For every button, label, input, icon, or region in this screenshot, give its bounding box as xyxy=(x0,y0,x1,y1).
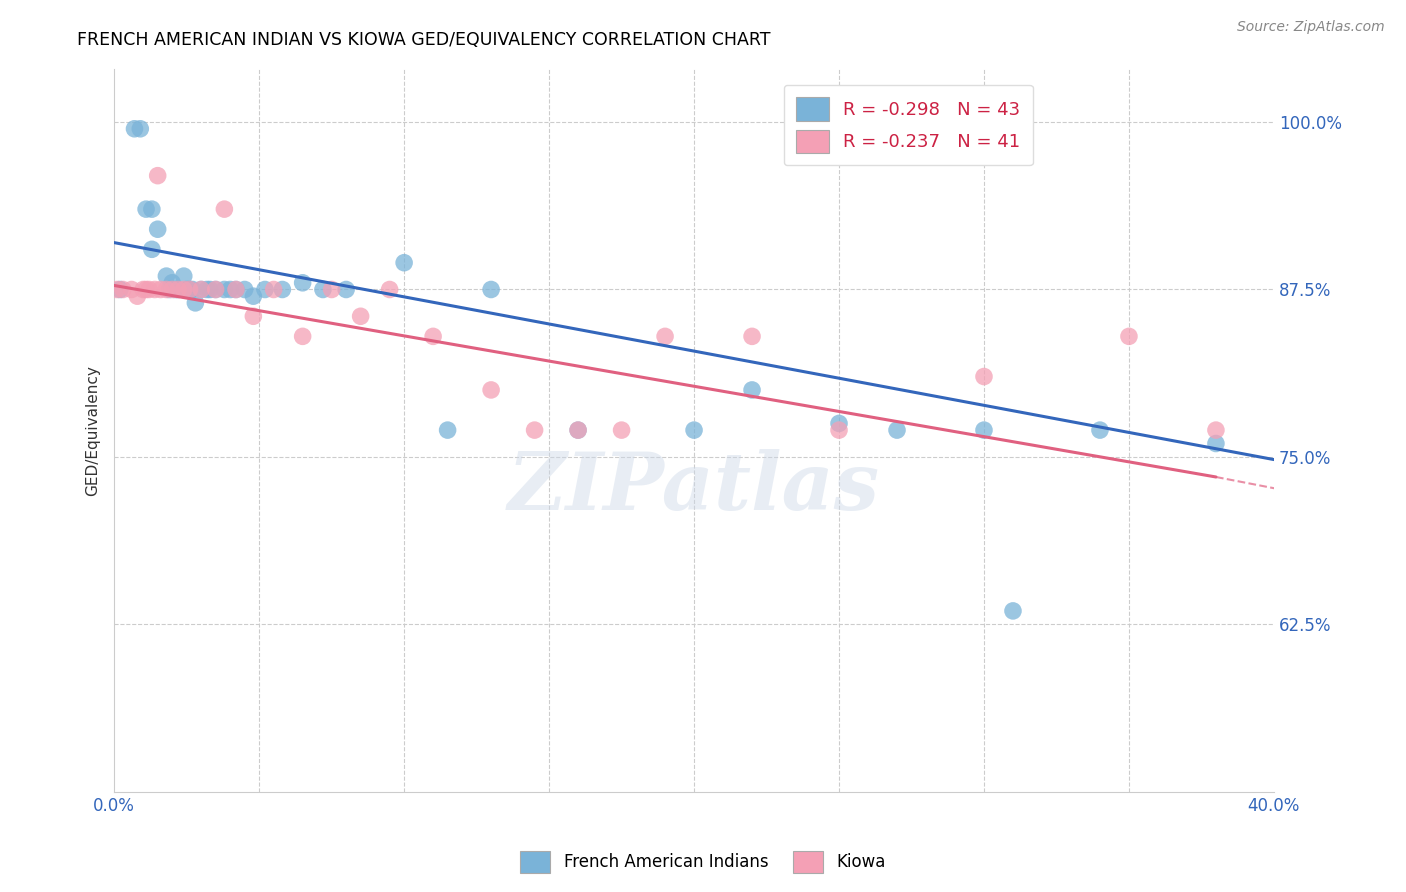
Point xyxy=(654,329,676,343)
Point xyxy=(1088,423,1111,437)
Point xyxy=(167,283,190,297)
Point xyxy=(1001,604,1024,618)
Point xyxy=(886,423,908,437)
Point xyxy=(523,423,546,437)
Point xyxy=(179,283,201,297)
Point xyxy=(157,283,180,297)
Point xyxy=(378,283,401,297)
Point xyxy=(204,283,226,297)
Point xyxy=(242,310,264,324)
Point xyxy=(253,283,276,297)
Point xyxy=(198,283,221,297)
Y-axis label: GED/Equivalency: GED/Equivalency xyxy=(86,365,100,496)
Point xyxy=(176,283,198,297)
Point xyxy=(135,202,157,216)
Point xyxy=(683,423,706,437)
Point xyxy=(181,283,204,297)
Point xyxy=(135,283,157,297)
Point xyxy=(155,283,177,297)
Point xyxy=(1205,436,1227,450)
Point xyxy=(184,296,207,310)
Point xyxy=(271,283,294,297)
Legend: R = -0.298   N = 43, R = -0.237   N = 41: R = -0.298 N = 43, R = -0.237 N = 41 xyxy=(783,85,1033,166)
Point xyxy=(242,289,264,303)
Point xyxy=(132,283,155,297)
Point xyxy=(828,417,851,431)
Point xyxy=(392,256,415,270)
Point xyxy=(173,269,195,284)
Point xyxy=(335,283,357,297)
Point xyxy=(214,283,236,297)
Point xyxy=(138,283,160,297)
Point xyxy=(155,269,177,284)
Point xyxy=(108,283,131,297)
Point xyxy=(436,423,458,437)
Point xyxy=(105,283,128,297)
Point xyxy=(610,423,633,437)
Point xyxy=(173,283,195,297)
Point xyxy=(141,202,163,216)
Point xyxy=(143,283,166,297)
Point xyxy=(127,289,149,303)
Point xyxy=(160,276,183,290)
Text: Source: ZipAtlas.com: Source: ZipAtlas.com xyxy=(1237,20,1385,34)
Point xyxy=(179,283,201,297)
Point xyxy=(973,423,995,437)
Point xyxy=(479,383,502,397)
Point xyxy=(567,423,589,437)
Point xyxy=(233,283,256,297)
Point xyxy=(1205,423,1227,437)
Point xyxy=(146,169,169,183)
Point xyxy=(349,310,371,324)
Point xyxy=(167,283,190,297)
Point xyxy=(1118,329,1140,343)
Text: ZIPatlas: ZIPatlas xyxy=(508,450,880,526)
Point xyxy=(121,283,143,297)
Point xyxy=(214,202,236,216)
Point xyxy=(165,283,187,297)
Point xyxy=(195,283,218,297)
Point xyxy=(149,283,172,297)
Point xyxy=(190,283,212,297)
Point xyxy=(160,283,183,297)
Point xyxy=(828,423,851,437)
Point xyxy=(129,121,152,136)
Point xyxy=(225,283,247,297)
Point xyxy=(291,276,314,290)
Point xyxy=(219,283,242,297)
Point xyxy=(124,121,146,136)
Point xyxy=(741,329,763,343)
Point xyxy=(190,283,212,297)
Text: FRENCH AMERICAN INDIAN VS KIOWA GED/EQUIVALENCY CORRELATION CHART: FRENCH AMERICAN INDIAN VS KIOWA GED/EQUI… xyxy=(77,31,770,49)
Point xyxy=(479,283,502,297)
Point xyxy=(321,283,343,297)
Point xyxy=(422,329,444,343)
Point xyxy=(225,283,247,297)
Point xyxy=(263,283,285,297)
Point xyxy=(567,423,589,437)
Point xyxy=(141,243,163,257)
Point xyxy=(312,283,335,297)
Point xyxy=(741,383,763,397)
Point xyxy=(204,283,226,297)
Point xyxy=(291,329,314,343)
Legend: French American Indians, Kiowa: French American Indians, Kiowa xyxy=(513,845,893,880)
Point xyxy=(146,222,169,236)
Point xyxy=(111,283,134,297)
Point xyxy=(973,369,995,384)
